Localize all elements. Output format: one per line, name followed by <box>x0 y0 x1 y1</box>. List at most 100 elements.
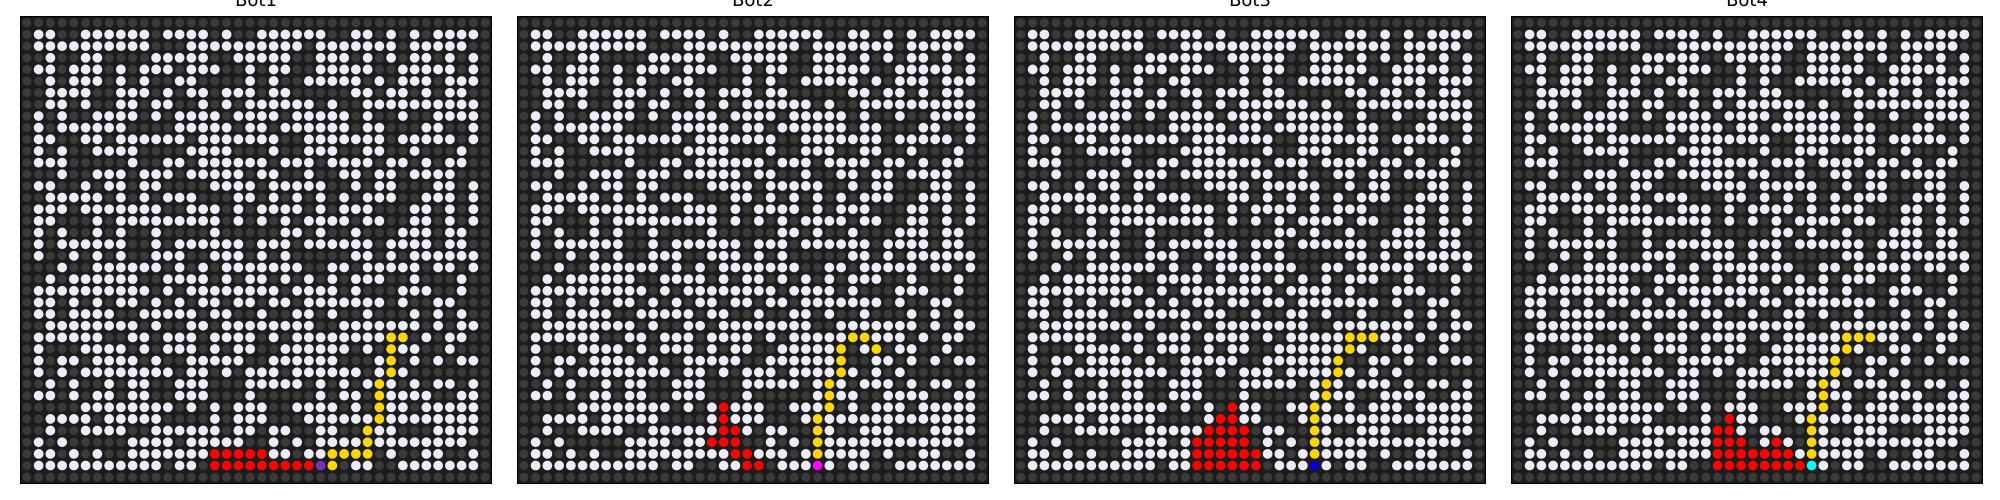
open-cell <box>1286 320 1297 331</box>
wall-cell <box>1016 228 1026 238</box>
open-cell <box>1344 41 1355 52</box>
open-cell <box>68 41 79 52</box>
wall-cell <box>636 18 646 28</box>
wall-cell <box>280 414 290 424</box>
wall-cell <box>601 76 611 86</box>
open-cell <box>695 448 706 459</box>
open-cell <box>315 402 326 413</box>
wall-cell <box>351 18 361 28</box>
wall-cell <box>69 99 79 109</box>
wall-cell <box>233 99 243 109</box>
wall-cell <box>1251 18 1261 28</box>
wall-cell <box>374 158 384 168</box>
open-cell <box>1368 414 1379 424</box>
open-cell <box>1039 64 1050 75</box>
wall-cell <box>754 88 764 98</box>
open-cell <box>1309 285 1320 296</box>
open-cell <box>1356 41 1367 52</box>
open-cell <box>1051 239 1062 250</box>
open-cell <box>965 134 976 145</box>
open-cell <box>812 390 823 401</box>
wall-cell <box>175 228 185 238</box>
wall-cell <box>175 18 185 28</box>
wall-cell <box>871 29 881 39</box>
wall-cell <box>1427 88 1437 98</box>
wall-cell <box>871 18 881 28</box>
wall-cell <box>977 181 987 191</box>
open-cell <box>1027 29 1038 40</box>
wall-cell <box>883 123 893 133</box>
open-cell <box>953 390 964 401</box>
open-cell <box>209 41 220 52</box>
open-cell <box>33 111 44 121</box>
open-cell <box>683 437 694 448</box>
open-cell <box>1462 320 1473 331</box>
wall-cell <box>977 461 987 471</box>
open-cell <box>1098 29 1109 40</box>
open-cell <box>1121 146 1132 156</box>
wall-cell <box>1263 123 1273 133</box>
open-cell <box>965 262 976 273</box>
open-cell <box>695 146 706 156</box>
wall-cell <box>1321 181 1331 191</box>
open-cell <box>456 414 467 424</box>
wall-cell <box>81 169 91 179</box>
open-cell <box>1415 87 1426 98</box>
wall-cell <box>836 99 846 109</box>
open-cell <box>1286 192 1297 203</box>
wall-cell <box>1051 64 1061 74</box>
open-cell <box>362 215 373 226</box>
open-cell <box>233 402 244 413</box>
panel-title: Bot1 <box>235 0 277 11</box>
open-cell <box>871 146 882 156</box>
wall-cell <box>895 18 905 28</box>
wall-cell <box>233 472 243 482</box>
open-cell <box>683 448 694 459</box>
open-cell <box>1309 181 1320 191</box>
wall-cell <box>163 76 173 86</box>
open-cell <box>1333 192 1344 203</box>
open-cell <box>1380 414 1391 424</box>
wall-cell <box>648 123 658 133</box>
open-cell <box>1536 52 1547 63</box>
open-cell <box>1380 262 1391 273</box>
open-cell <box>327 437 338 448</box>
open-cell <box>339 215 350 226</box>
wall-cell <box>542 367 552 377</box>
wall-cell <box>339 146 349 156</box>
open-cell <box>906 355 917 366</box>
open-cell <box>409 76 420 86</box>
open-cell <box>151 215 162 226</box>
wall-cell <box>1098 134 1108 144</box>
wall-cell <box>907 297 917 307</box>
wall-cell <box>210 76 220 86</box>
open-cell <box>812 215 823 226</box>
wall-cell <box>707 379 717 389</box>
wall-cell <box>965 367 975 377</box>
wall-cell <box>578 169 588 179</box>
wall-cell <box>280 146 290 156</box>
open-cell <box>836 332 847 343</box>
open-cell <box>1215 309 1226 319</box>
wall-cell <box>1239 216 1249 226</box>
wall-cell <box>1451 193 1461 203</box>
open-cell <box>92 122 103 133</box>
wall-cell <box>801 18 811 28</box>
open-cell <box>151 204 162 215</box>
wall-cell <box>175 472 185 482</box>
wall-cell <box>1474 123 1484 133</box>
wall-cell <box>433 228 443 238</box>
open-cell <box>115 250 126 261</box>
open-cell <box>115 181 126 191</box>
wall-cell <box>977 99 987 109</box>
wall-cell <box>754 344 764 354</box>
wall-cell <box>233 367 243 377</box>
path-cell <box>847 332 858 343</box>
open-cell <box>883 192 894 203</box>
wall-cell <box>433 18 443 28</box>
open-cell <box>601 414 612 424</box>
open-cell <box>883 448 894 459</box>
open-cell <box>577 414 588 424</box>
open-cell <box>80 99 91 110</box>
open-cell <box>918 460 929 471</box>
